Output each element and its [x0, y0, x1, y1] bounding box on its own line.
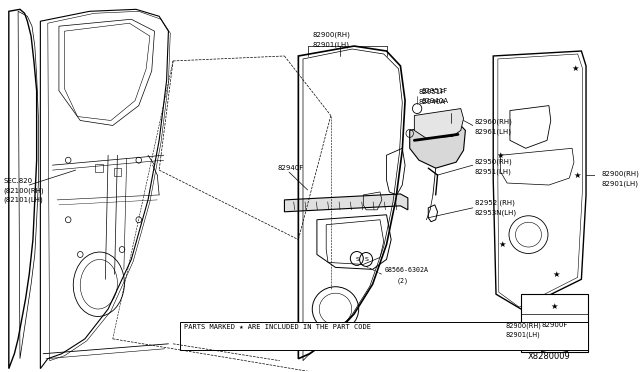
Text: ★: ★: [497, 151, 504, 160]
Bar: [95, 164, 102, 172]
Text: 82901(LH): 82901(LH): [506, 332, 540, 339]
Bar: [180, 322, 588, 350]
Polygon shape: [284, 194, 408, 212]
Text: 82950(RH): 82950(RH): [475, 158, 513, 165]
Text: 82951F: 82951F: [418, 89, 444, 95]
Text: X8280009: X8280009: [527, 352, 570, 361]
Text: (2): (2): [397, 277, 409, 284]
Text: ★: ★: [571, 64, 579, 73]
Text: ★: ★: [499, 240, 506, 249]
Text: 82900F: 82900F: [541, 322, 568, 328]
Text: ★: ★: [573, 171, 580, 180]
Text: 82961(LH): 82961(LH): [475, 128, 511, 135]
Text: 82951(LH): 82951(LH): [475, 168, 511, 174]
Text: 82901(LH): 82901(LH): [312, 41, 349, 48]
Text: S: S: [364, 257, 368, 262]
Text: (82101(LH): (82101(LH): [3, 197, 43, 203]
Bar: [114, 168, 121, 176]
Text: 82953N(LH): 82953N(LH): [475, 210, 516, 217]
Text: ★: ★: [552, 270, 560, 279]
Text: 82940A: 82940A: [418, 99, 445, 105]
Text: 82901(LH): 82901(LH): [602, 180, 639, 186]
Text: 82960(RH): 82960(RH): [475, 119, 513, 125]
Text: PARTS MARKED ★ ARE INCLUDED IN THE PART CODE: PARTS MARKED ★ ARE INCLUDED IN THE PART …: [184, 324, 371, 330]
Text: 82940F: 82940F: [277, 165, 303, 171]
Polygon shape: [414, 109, 463, 138]
Polygon shape: [410, 121, 465, 168]
Text: 82952 (RH): 82952 (RH): [475, 200, 515, 206]
Text: 82900(RH): 82900(RH): [312, 31, 350, 38]
Text: 82951F: 82951F: [422, 88, 448, 94]
Text: 82900(RH): 82900(RH): [506, 323, 541, 330]
Text: SEC.820: SEC.820: [3, 178, 33, 184]
Text: 08566-6302A: 08566-6302A: [385, 267, 429, 273]
Text: 82900(RH): 82900(RH): [602, 170, 640, 177]
Bar: [521, 294, 588, 352]
Text: ★: ★: [551, 302, 558, 311]
Text: S: S: [356, 257, 360, 262]
Text: 82940A: 82940A: [422, 98, 449, 104]
Text: (82100(RH): (82100(RH): [3, 188, 44, 195]
